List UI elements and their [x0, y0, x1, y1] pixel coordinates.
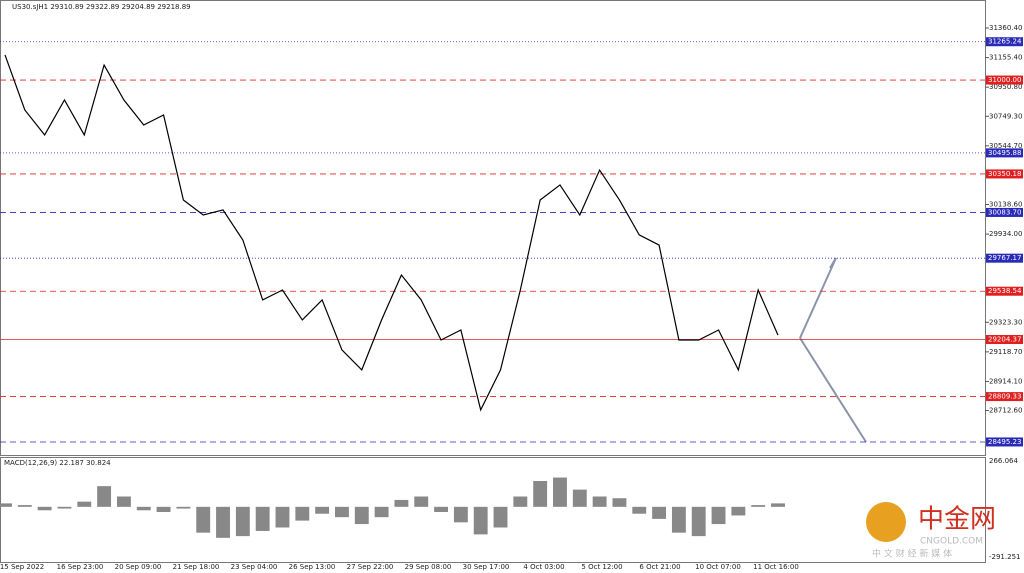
level-label-box	[986, 437, 1023, 447]
y-tick-label: 31360.40	[989, 24, 1022, 32]
level-label-box	[986, 286, 1023, 296]
macd-bar	[711, 506, 726, 525]
level-label: 29538.54	[988, 287, 1022, 295]
macd-bar	[771, 503, 785, 507]
level-label: 30350.18	[988, 170, 1021, 178]
macd-bar	[354, 506, 369, 525]
level-label: 29204.37	[988, 335, 1021, 343]
macd-bar	[315, 506, 330, 514]
x-tick-label: 4 Oct 03:00	[523, 563, 564, 571]
level-label: 28495.23	[988, 438, 1021, 446]
y-tick-label: 29118.70	[989, 348, 1022, 356]
level-label: 31000.00	[988, 76, 1021, 84]
y-tick-label: 30138.60	[989, 201, 1022, 209]
macd-bar	[77, 501, 92, 507]
macd-title: MACD(12,26,9) 22.187 30.824	[4, 459, 111, 467]
macd-bar	[632, 506, 647, 514]
macd-bar	[116, 496, 131, 507]
chart-title: US30.sJH1 29310.89 29322.89 29204.89 292…	[12, 3, 191, 11]
macd-bar	[176, 506, 191, 509]
macd-bar	[0, 503, 12, 507]
macd-bar	[473, 506, 488, 535]
macd-bar	[751, 505, 766, 507]
level-label: 30495.88	[988, 149, 1021, 157]
macd-bar	[255, 506, 270, 531]
macd-tick-label: 266.064	[989, 457, 1018, 465]
x-tick-label: 20 Sep 09:00	[115, 563, 162, 571]
x-tick-label: 26 Sep 13:00	[289, 563, 336, 571]
macd-bar	[671, 506, 686, 533]
macd-bar	[731, 506, 746, 516]
y-tick-label: 29934.00	[989, 230, 1022, 238]
arrow-down	[799, 337, 867, 443]
level-label-box	[986, 37, 1023, 47]
arrow-up	[799, 257, 837, 339]
macd-bar	[335, 506, 349, 518]
x-tick-label: 5 Oct 12:00	[581, 563, 622, 571]
main-panel	[0, 0, 986, 456]
macd-bar	[295, 506, 310, 521]
macd-bar	[97, 486, 112, 507]
level-label-box	[986, 148, 1023, 158]
macd-bar	[156, 506, 171, 512]
y-tick-label: 31155.40	[989, 54, 1022, 62]
watermark-slogan: 中 文 财 经 新 媒 体	[872, 548, 952, 560]
level-label: 29767.17	[988, 254, 1021, 262]
y-tick-label: 30749.30	[989, 112, 1022, 120]
macd-bar	[414, 496, 429, 507]
level-label-box	[986, 207, 1023, 217]
macd-bar	[394, 499, 409, 507]
price-line	[4, 54, 779, 412]
x-tick-label: 10 Oct 07:00	[695, 563, 741, 571]
macd-bar	[572, 489, 587, 507]
x-tick-label: 30 Sep 17:00	[463, 563, 510, 571]
x-tick-label: 6 Oct 21:00	[639, 563, 680, 571]
macd-bar	[37, 506, 52, 511]
x-tick-label: 11 Oct 16:00	[753, 563, 799, 571]
watermark-logo-icon	[866, 502, 906, 542]
macd-bar	[592, 496, 607, 507]
macd-bar	[513, 496, 528, 507]
level-label-box	[986, 392, 1023, 402]
level-label-box	[986, 75, 1023, 85]
y-tick-label: 30950.80	[989, 83, 1022, 91]
macd-bar	[493, 506, 508, 528]
level-label-box	[986, 169, 1023, 179]
x-tick-label: 29 Sep 08:00	[405, 563, 452, 571]
macd-bar	[196, 506, 211, 533]
y-tick-label: 28914.10	[989, 377, 1022, 385]
x-tick-label: 15 Sep 2022	[0, 563, 44, 571]
watermark-logo: 中金网	[918, 505, 996, 535]
macd-bar	[691, 506, 706, 537]
y-tick-label: 30544.70	[989, 142, 1022, 150]
macd-bar	[57, 506, 72, 509]
macd-bar	[235, 506, 250, 537]
level-label-box	[986, 253, 1023, 263]
macd-bar	[434, 506, 448, 512]
y-tick-label: 28712.60	[989, 407, 1022, 415]
macd-bar	[136, 506, 151, 511]
macd-bar	[17, 505, 32, 507]
macd-bar	[374, 506, 389, 518]
macd-bar	[652, 506, 667, 519]
macd-bar	[533, 480, 548, 507]
y-tick-label: 29323.30	[989, 318, 1022, 326]
x-tick-label: 16 Sep 23:00	[57, 563, 104, 571]
level-label: 28809.33	[988, 393, 1021, 401]
macd-bar	[453, 506, 468, 523]
level-label: 30083.70	[988, 208, 1021, 216]
watermark-site: CNGOLD.COM	[920, 537, 983, 547]
x-tick-label: 27 Sep 22:00	[347, 563, 394, 571]
x-tick-label: 23 Sep 04:00	[231, 563, 278, 571]
x-tick-label: 21 Sep 18:00	[173, 563, 220, 571]
macd-bar	[216, 506, 230, 538]
macd-bar	[275, 506, 290, 528]
level-label: 31265.24	[988, 38, 1022, 46]
macd-tick-label: -291.251	[989, 553, 1020, 561]
macd-bar	[553, 477, 567, 507]
macd-bar	[612, 498, 627, 507]
level-label-box	[986, 334, 1023, 344]
